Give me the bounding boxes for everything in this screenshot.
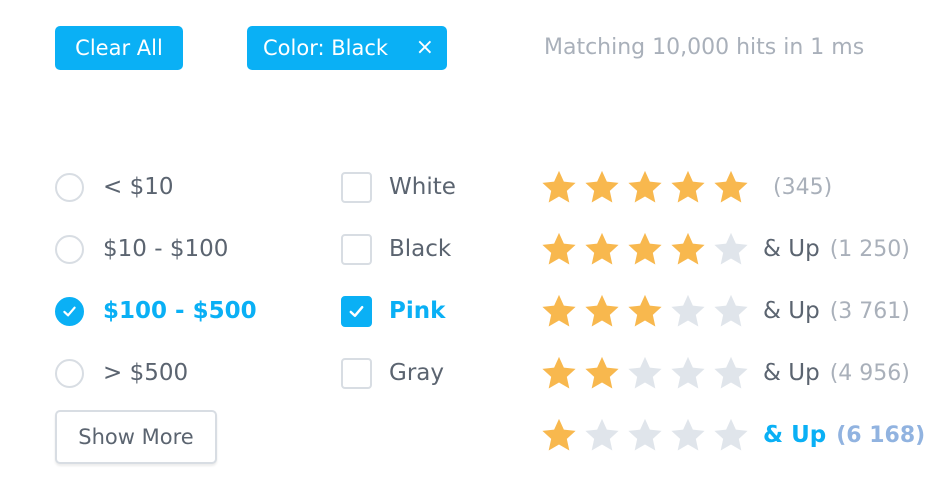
star-filled-icon <box>542 418 576 451</box>
color-option[interactable]: Gray <box>341 342 521 404</box>
price-option-label: > $500 <box>103 360 189 386</box>
radio-button[interactable] <box>55 234 84 264</box>
rating-filter-list: (345) & Up (1 250) & Up (3 761) & Up (4 … <box>540 156 925 466</box>
rating-count: (3 761) <box>829 298 910 324</box>
checkmark-icon <box>63 306 76 316</box>
star-filled-icon <box>628 294 662 327</box>
radio-button[interactable] <box>55 358 84 388</box>
star-rating <box>540 293 755 329</box>
color-option-label: White <box>389 174 456 200</box>
rating-suffix: & Up <box>763 422 827 448</box>
rating-option[interactable]: & Up (1 250) <box>540 218 920 280</box>
star-filled-icon <box>542 356 576 389</box>
radio-button[interactable] <box>55 296 84 326</box>
star-rating <box>540 231 755 267</box>
search-stats: Matching 10,000 hits in 1 ms <box>544 35 865 60</box>
color-option-label: Gray <box>389 360 444 386</box>
rating-count: (345) <box>773 174 833 200</box>
show-more-button[interactable]: Show More <box>55 410 217 464</box>
active-filter-chip[interactable]: Color: Black × <box>247 26 447 70</box>
price-option[interactable]: $100 - $500 <box>55 280 315 342</box>
rating-option[interactable]: (345) <box>540 156 920 218</box>
star-filled-icon <box>585 294 619 327</box>
price-filter-list: < $10 $10 - $100 $100 - $500 > $500 <box>55 156 315 404</box>
rating-option[interactable]: & Up (6 168) <box>540 404 925 466</box>
rating-count: (4 956) <box>829 360 910 386</box>
rating-count: (6 168) <box>836 422 926 448</box>
color-option[interactable]: Pink <box>341 280 521 342</box>
checkbox[interactable] <box>341 357 372 389</box>
checkbox[interactable] <box>341 171 372 203</box>
color-filter-list: White Black Pink Gray <box>341 156 521 404</box>
star-rating <box>540 417 755 453</box>
star-filled-icon <box>542 232 576 265</box>
rating-option[interactable]: & Up (4 956) <box>540 342 920 404</box>
star-empty-icon <box>671 294 705 327</box>
star-filled-icon <box>542 294 576 327</box>
star-rating <box>540 169 755 205</box>
price-option-label: $100 - $500 <box>103 298 257 324</box>
star-empty-icon <box>714 232 748 265</box>
star-filled-icon <box>628 170 662 203</box>
star-empty-icon <box>585 418 619 451</box>
price-option[interactable]: < $10 <box>55 156 315 218</box>
star-empty-icon <box>671 356 705 389</box>
rating-count: (1 250) <box>829 236 910 262</box>
rating-suffix: & Up <box>763 298 820 324</box>
star-filled-icon <box>671 170 705 203</box>
clear-all-button[interactable]: Clear All <box>55 26 183 70</box>
star-filled-icon <box>585 170 619 203</box>
star-rating <box>540 355 755 391</box>
color-option-label: Black <box>389 236 452 262</box>
checkbox[interactable] <box>341 295 372 327</box>
color-option[interactable]: White <box>341 156 521 218</box>
price-option-label: $10 - $100 <box>103 236 229 262</box>
checkbox[interactable] <box>341 233 372 265</box>
star-empty-icon <box>628 418 662 451</box>
star-filled-icon <box>542 170 576 203</box>
price-option[interactable]: > $500 <box>55 342 315 404</box>
close-icon[interactable]: × <box>415 35 434 60</box>
rating-option[interactable]: & Up (3 761) <box>540 280 920 342</box>
rating-suffix: & Up <box>763 236 820 262</box>
star-filled-icon <box>628 232 662 265</box>
radio-button[interactable] <box>55 172 84 202</box>
active-filter-label: Color: Black <box>263 36 389 60</box>
price-option-label: < $10 <box>103 174 174 200</box>
price-option[interactable]: $10 - $100 <box>55 218 315 280</box>
color-option[interactable]: Black <box>341 218 521 280</box>
star-empty-icon <box>714 356 748 389</box>
star-filled-icon <box>671 232 705 265</box>
star-filled-icon <box>714 170 748 203</box>
star-empty-icon <box>714 418 748 451</box>
star-filled-icon <box>585 356 619 389</box>
rating-suffix: & Up <box>763 360 820 386</box>
color-option-label: Pink <box>389 298 446 324</box>
star-empty-icon <box>628 356 662 389</box>
checkmark-icon <box>349 305 364 317</box>
star-empty-icon <box>671 418 705 451</box>
star-filled-icon <box>585 232 619 265</box>
star-empty-icon <box>714 294 748 327</box>
